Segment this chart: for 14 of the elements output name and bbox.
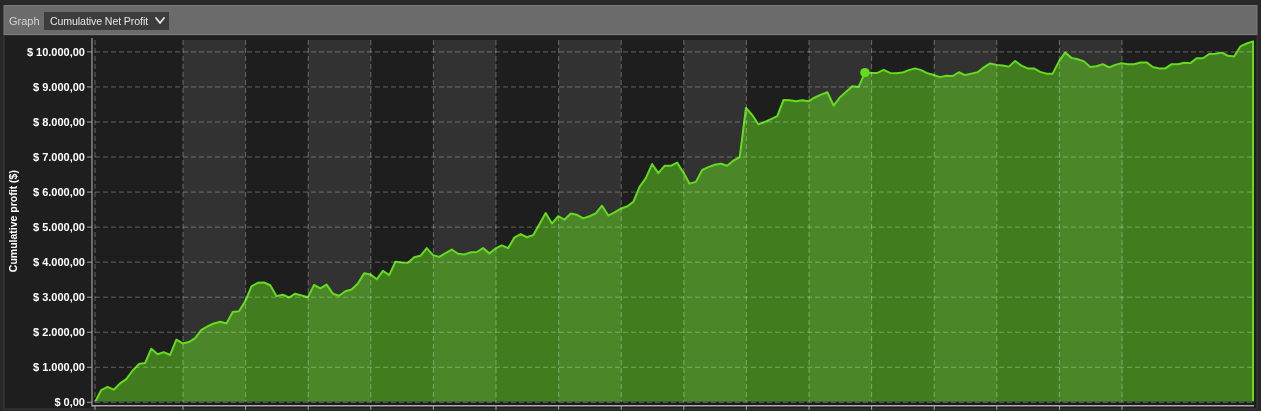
- y-tick-label: $ 0,00: [54, 396, 85, 409]
- y-tick-label: $ 3.000,00: [33, 291, 85, 304]
- chart-title: Cumulative Net Profit: [50, 14, 149, 27]
- y-tick-label: $ 8.000,00: [33, 115, 85, 128]
- y-tick-label: $ 1.000,00: [33, 361, 85, 374]
- y-tick-label: $ 10.000,00: [26, 45, 85, 58]
- y-tick-label: $ 7.000,00: [33, 150, 85, 163]
- y-tick-label: $ 9.000,00: [33, 80, 85, 93]
- text: Graph: [9, 14, 40, 27]
- y-axis-title: Cumulative profit ($): [7, 170, 19, 273]
- y-tick-label: $ 2.000,00: [33, 326, 85, 339]
- y-tick-label: $ 5.000,00: [33, 220, 85, 233]
- y-tick-label: $ 4.000,00: [33, 256, 85, 268]
- y-tick-label: $ 6.000,00: [33, 185, 85, 198]
